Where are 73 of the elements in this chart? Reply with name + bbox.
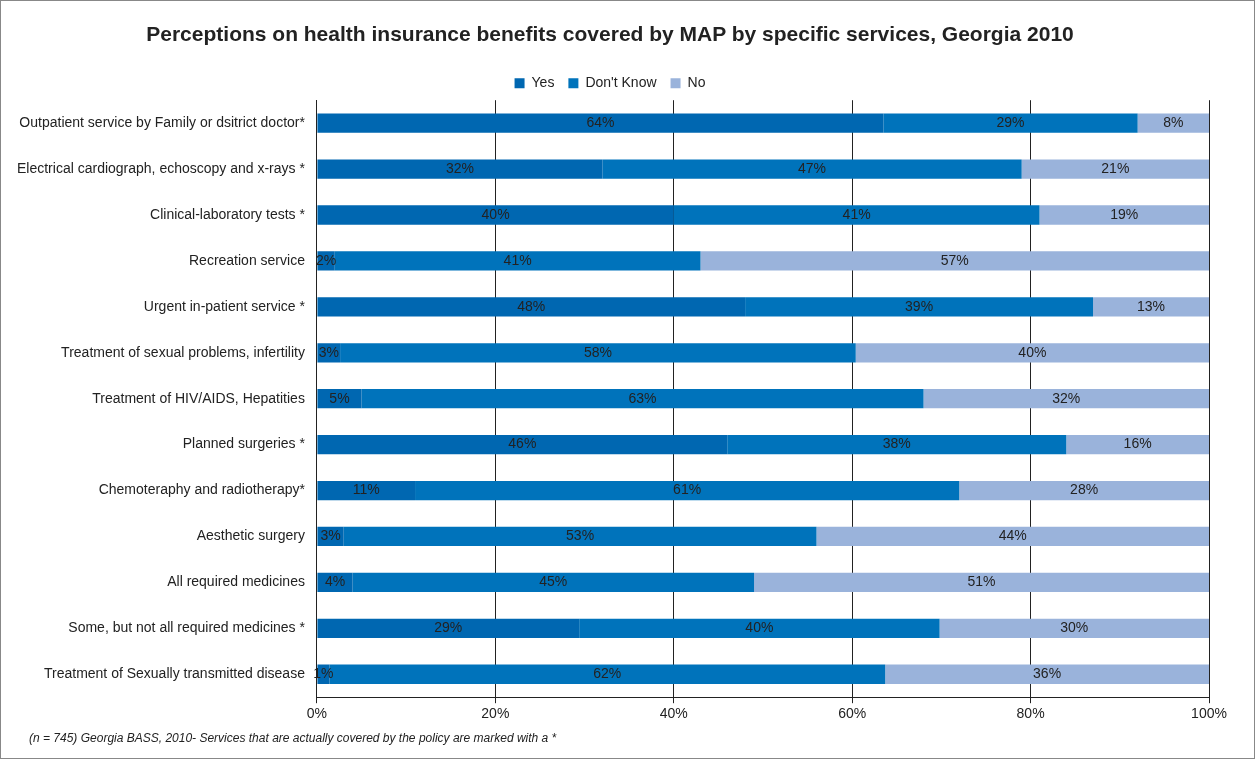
data-label: 58% <box>583 343 612 360</box>
y-tick-label: All required medicines <box>167 573 305 590</box>
data-label: 30% <box>1060 619 1089 636</box>
data-label: 57% <box>940 251 969 268</box>
chart-title: Perceptions on health insurance benefits covered by MAP by specific services, Georgia 2010 <box>146 22 1074 46</box>
y-tick-label: Urgent in-patient service * <box>143 297 306 314</box>
y-tick-label: Aesthetic surgery <box>196 527 305 544</box>
data-label: 45% <box>539 573 568 590</box>
data-label: 32% <box>445 159 474 176</box>
x-tick-label: 40% <box>659 705 688 722</box>
bar <box>885 664 1209 684</box>
y-tick-label: Some, but not all required medicines * <box>68 619 306 636</box>
x-tick-label: 80% <box>1016 705 1045 722</box>
data-label: 11% <box>352 481 380 498</box>
data-label: 32% <box>1052 389 1081 406</box>
data-label: 40% <box>745 619 774 636</box>
data-label: 62% <box>593 665 622 682</box>
y-tick-label: Clinical-laboratory tests * <box>150 205 306 222</box>
data-label: 29% <box>996 114 1025 131</box>
bar <box>1021 159 1209 179</box>
data-label: 38% <box>882 435 911 452</box>
data-label: 4% <box>324 573 346 590</box>
data-label: 36% <box>1033 665 1062 682</box>
data-label: 53% <box>566 527 595 544</box>
y-tick-label: Outpatient service by Family or dsitrict doctor* <box>19 114 306 131</box>
bar <box>1039 205 1209 225</box>
legend-label: Don't Know <box>585 74 658 91</box>
data-label: 61% <box>673 481 702 498</box>
data-label: 3% <box>318 343 339 360</box>
legend-label: Yes <box>531 74 555 91</box>
bar <box>1093 297 1209 317</box>
data-label: 8% <box>1163 114 1184 131</box>
y-tick-label: Treatment of sexual problems, infertility <box>61 343 305 360</box>
data-label: 39% <box>905 297 934 314</box>
data-label: 13% <box>1137 297 1166 314</box>
x-tick-label: 60% <box>838 705 867 722</box>
data-label: 44% <box>998 527 1027 544</box>
y-tick-label: Planned surgeries * <box>182 435 306 452</box>
y-tick-label: Chemoteraphy and radiotherapy* <box>98 481 306 498</box>
data-label: 63% <box>628 389 657 406</box>
bar <box>923 389 1209 409</box>
data-label: 19% <box>1110 205 1139 222</box>
bar <box>1066 434 1209 455</box>
x-tick-label: 20% <box>481 705 510 722</box>
y-tick-label: Recreation service <box>188 251 306 268</box>
x-tick-label: 0% <box>306 705 328 722</box>
data-label: 41% <box>503 251 532 268</box>
data-label: 40% <box>481 205 510 222</box>
y-tick-label: Treatment of Sexually transmitted disease <box>43 665 306 682</box>
bar <box>855 343 1209 363</box>
bar <box>754 572 1209 593</box>
bar <box>700 251 1209 271</box>
text: (n = 745) Georgia BASS, 2010- Services that are actually covered by the policy are marked with a * <box>29 731 557 745</box>
bar <box>939 618 1209 638</box>
data-label: 48% <box>517 297 546 314</box>
data-label: 41% <box>842 205 871 222</box>
x-tick-label: 100% <box>1191 705 1227 722</box>
y-tick-label: Treatment of HIV/AIDS, Hepatities <box>92 389 305 406</box>
data-label: 5% <box>329 389 350 406</box>
data-label: 3% <box>320 527 341 544</box>
y-tick-label: Electrical cardiograph, echoscopy and x-rays * <box>16 159 306 176</box>
data-label: 51% <box>967 573 996 590</box>
bar <box>816 526 1209 547</box>
data-label: 21% <box>1101 159 1130 176</box>
data-label: 64% <box>586 114 615 131</box>
data-label: 47% <box>798 159 827 176</box>
data-label: 28% <box>1070 481 1099 498</box>
data-label: 29% <box>434 619 463 636</box>
legend-label: No <box>687 74 706 91</box>
data-label: 46% <box>508 435 537 452</box>
data-label: 40% <box>1018 343 1047 360</box>
data-label: 16% <box>1123 435 1152 452</box>
bar <box>959 480 1209 501</box>
